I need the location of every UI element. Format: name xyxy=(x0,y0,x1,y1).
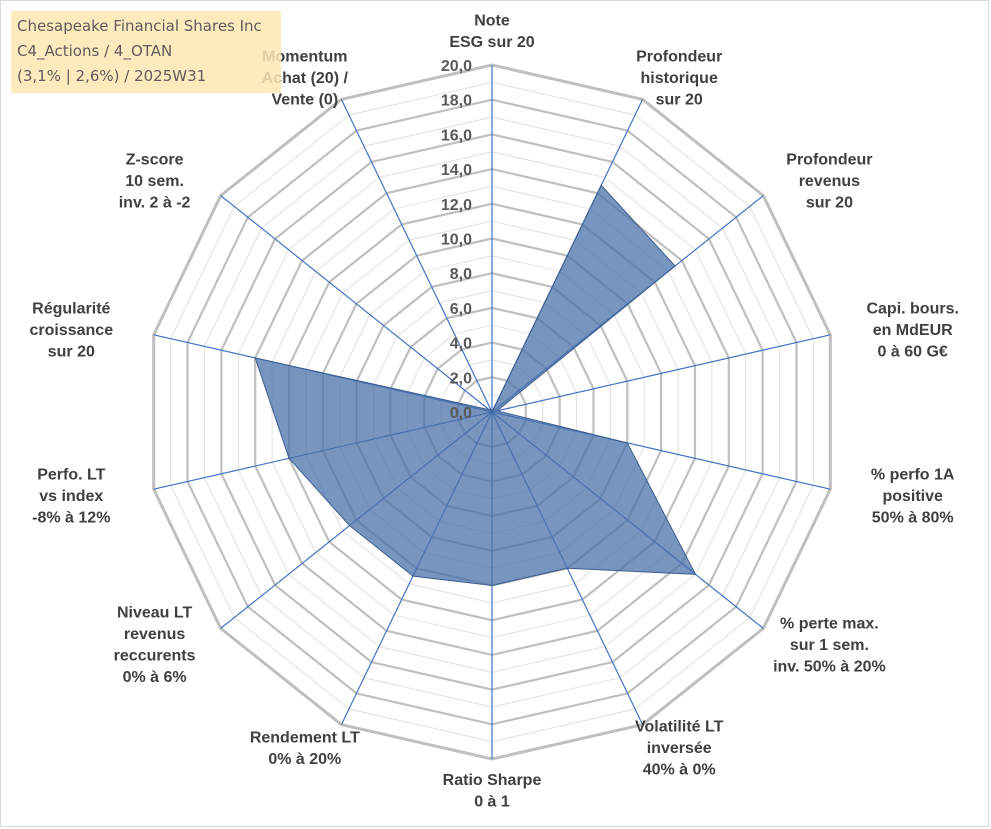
axis-label: Régularité croissance sur 20 xyxy=(29,301,113,361)
axis-label-line: -8% à 12% xyxy=(32,509,110,526)
axis-label: Rendement LT 0% à 20% xyxy=(250,729,360,768)
axis-label-line: Perfo. LT xyxy=(37,466,105,483)
tick-label: 14,0 xyxy=(441,162,472,179)
axis-label-line: en MdEUR xyxy=(873,322,953,339)
series-area xyxy=(254,184,697,587)
axis-label-line: sur 20 xyxy=(656,91,703,108)
axis-label-line: revenus xyxy=(124,626,185,643)
axis-label: Capi. bours. en MdEUR 0 à 60 G€ xyxy=(866,301,958,361)
axis-label-line: sur 1 sem. xyxy=(790,637,869,654)
axis-label-line: Profondeur xyxy=(786,152,872,169)
axis-label-line: 40% à 0% xyxy=(643,762,716,779)
axis-label-line: Rendement LT xyxy=(250,729,360,746)
axis-label-line: 0% à 20% xyxy=(268,751,341,768)
axis-label-line: % perfo 1A xyxy=(871,466,955,483)
axis-label-line: Profondeur xyxy=(636,48,722,65)
axis-label-line: sur 20 xyxy=(48,344,95,361)
axis-label: Momentum Achat (20) / Vente (0) xyxy=(262,48,349,108)
axis-label: Z-score 10 sem. inv. 2 à -2 xyxy=(119,152,191,212)
axis-label: Profondeur revenus sur 20 xyxy=(786,152,872,212)
tick-label: 2,0 xyxy=(450,370,472,387)
axis-label: % perte max. sur 1 sem. inv. 50% à 20% xyxy=(773,615,886,675)
tick-label: 10,0 xyxy=(441,232,472,249)
axis-label: Volatilité LT inversée 40% à 0% xyxy=(635,719,724,779)
tick-label: 4,0 xyxy=(450,336,472,353)
axis-label-line: sur 20 xyxy=(806,195,853,212)
axis-label-line: ESG sur 20 xyxy=(449,34,534,51)
title-category: C4_Actions / 4_OTAN xyxy=(17,42,173,60)
tick-label: 20,0 xyxy=(441,58,472,75)
tick-label: 18,0 xyxy=(441,93,472,110)
radar-series xyxy=(254,184,697,587)
axis-label: Profondeur historique sur 20 xyxy=(636,48,722,108)
axis-label-line: inversée xyxy=(647,740,712,757)
axis-label-line: croissance xyxy=(29,322,113,339)
axis-label-line: Z-score xyxy=(126,152,184,169)
tick-label: 0,0 xyxy=(450,405,472,422)
tick-label: 6,0 xyxy=(450,301,472,318)
tick-label: 16,0 xyxy=(441,127,472,144)
axis-labels: Note ESG sur 20 Profondeur historique sur 20… xyxy=(29,13,958,811)
axis-label-line: inv. 2 à -2 xyxy=(119,195,191,212)
radial-tick-labels: 0,0 2,0 4,0 6,0 8,0 10,0 12,0 14,0 16,0 18,0 20,0 xyxy=(441,58,472,422)
axis-label-line: reccurents xyxy=(114,648,196,665)
axis-label-line: Vente (0) xyxy=(271,91,338,108)
axis-label: % perfo 1A positive 50% à 80% xyxy=(871,466,955,526)
axis-label: Note ESG sur 20 xyxy=(449,13,534,52)
title-stats: (3,1% | 2,6%) / 2025W31 xyxy=(17,67,207,85)
axis-label-line: 50% à 80% xyxy=(872,509,954,526)
axis-label-line: Régularité xyxy=(32,301,110,318)
axis-label: Perfo. LT vs index -8% à 12% xyxy=(32,466,110,526)
axis-label: Niveau LT revenus reccurents 0% à 6% xyxy=(114,605,196,687)
axis-label-line: revenus xyxy=(799,173,860,190)
axis-label-line: % perte max. xyxy=(780,615,879,632)
axis-label-line: 10 sem. xyxy=(125,173,184,190)
tick-label: 12,0 xyxy=(441,197,472,214)
axis-spoke xyxy=(491,334,831,413)
axis-label-line: inv. 50% à 20% xyxy=(773,658,886,675)
axis-label-line: Niveau LT xyxy=(117,605,193,622)
chart-title-box: Chesapeake Financial Shares Inc C4_Actio… xyxy=(11,11,281,93)
axis-label-line: Volatilité LT xyxy=(635,719,724,736)
axis-label: Ratio Sharpe 0 à 1 xyxy=(443,772,542,811)
axis-label-line: 0 à 60 G€ xyxy=(878,344,948,361)
axis-label-line: vs index xyxy=(39,488,103,505)
axis-label-line: historique xyxy=(641,70,718,87)
axis-label-line: 0% à 6% xyxy=(123,669,187,686)
axis-label-line: 0 à 1 xyxy=(474,794,510,811)
tick-label: 8,0 xyxy=(450,266,472,283)
title-company: Chesapeake Financial Shares Inc xyxy=(17,17,262,35)
axis-label-line: Achat (20) / xyxy=(262,70,349,87)
axis-spoke xyxy=(220,195,493,413)
axis-spoke xyxy=(340,99,493,413)
axis-label-line: positive xyxy=(882,488,943,505)
axis-label-line: Ratio Sharpe xyxy=(443,772,542,789)
axis-label-line: Momentum xyxy=(262,48,347,65)
axis-label-line: Capi. bours. xyxy=(866,301,958,318)
axis-label-line: Note xyxy=(474,13,510,30)
